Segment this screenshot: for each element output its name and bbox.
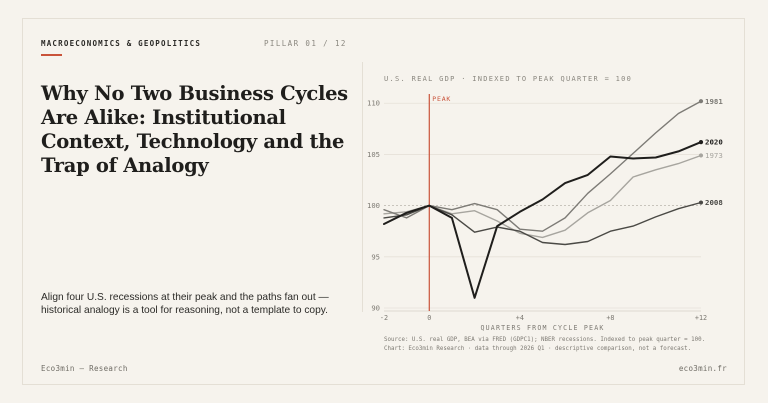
article-description: Align four U.S. recessions at their peak…	[41, 292, 329, 316]
pillar-counter: PILLAR 01 / 12	[264, 39, 347, 48]
chart-title: U.S. REAL GDP · INDEXED TO PEAK QUARTER …	[384, 75, 633, 83]
series-label-1973: 1973	[705, 151, 723, 160]
y-tick-label: 105	[367, 150, 380, 159]
card-frame	[22, 18, 745, 385]
series-line-1973	[383, 154, 702, 239]
x-tick-label: +12	[695, 314, 707, 322]
x-tick-label: +8	[606, 314, 614, 322]
peak-label: PEAK	[432, 95, 451, 103]
y-tick-label: 95	[371, 252, 380, 261]
y-tick-label: 110	[367, 99, 380, 108]
accent-rule	[41, 54, 62, 56]
article-title: Why No Two Business Cycles Are Alike: In…	[41, 82, 348, 177]
series-line-1981	[383, 100, 702, 232]
x-tick-label: -2	[380, 314, 388, 322]
y-tick-label: 90	[371, 304, 380, 313]
series-line-2020	[383, 141, 702, 299]
column-divider	[362, 62, 363, 312]
series-end-marker-2020	[698, 140, 704, 145]
footer-site-link[interactable]: eco3min.fr	[678, 364, 727, 373]
chart-source: Source: U.S. real GDP, BEA via FRED (GDP…	[384, 336, 705, 354]
x-tick-label: 0	[427, 314, 431, 322]
y-tick-label: 100	[367, 201, 380, 210]
series-label-2008: 2008	[705, 198, 723, 207]
x-tick-label: +4	[516, 314, 524, 322]
series-end-marker-2008	[698, 200, 704, 205]
section-kicker: MACROECONOMICS & GEOPOLITICS	[41, 39, 202, 48]
x-axis-title: QUARTERS FROM CYCLE PEAK	[480, 324, 604, 332]
series-end-marker-1973	[698, 153, 704, 158]
source-line: Chart: Eco3min Research · data through 2…	[384, 346, 692, 352]
series-end-marker-1981	[698, 99, 704, 104]
source-line: Source: U.S. real GDP, BEA via FRED (GDP…	[384, 337, 706, 343]
series-line-2008	[383, 201, 702, 246]
series-label-2020: 2020	[705, 138, 723, 147]
footer-brand: Eco3min — Research	[41, 364, 128, 373]
series-label-1981: 1981	[705, 97, 723, 106]
